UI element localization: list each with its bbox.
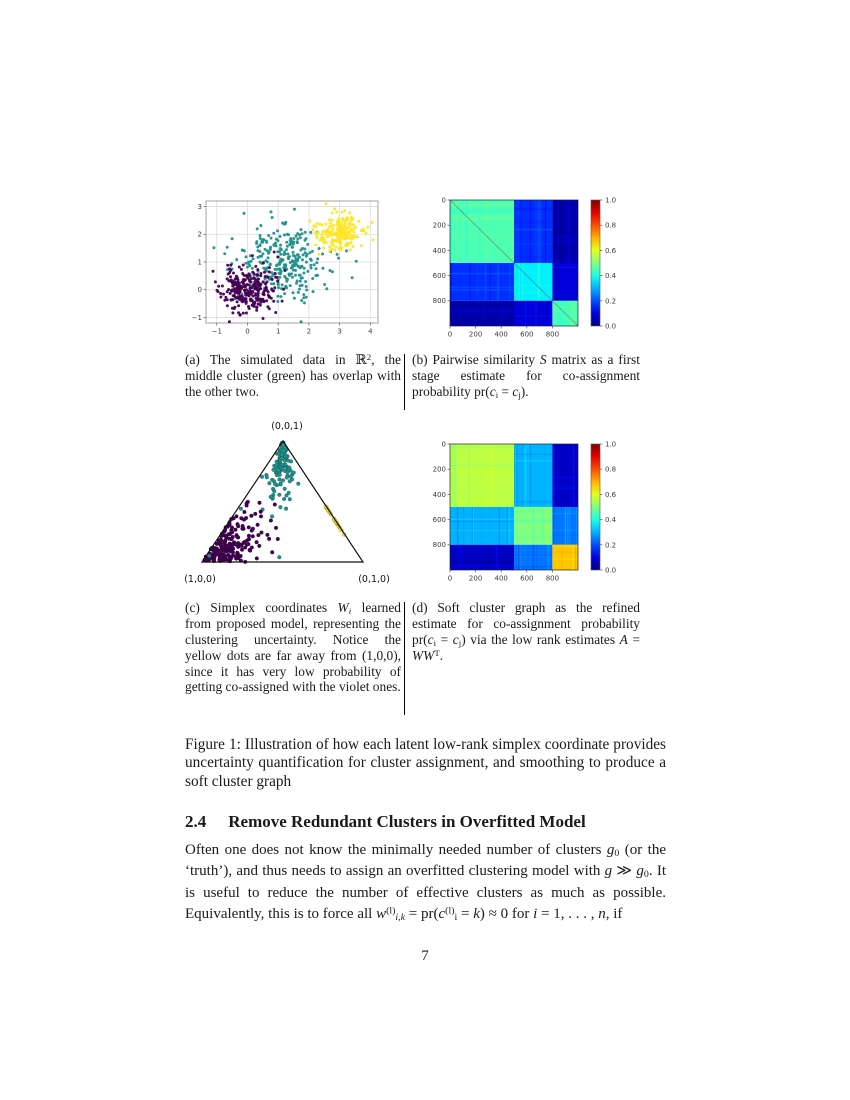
svg-text:200: 200 (433, 466, 446, 474)
svg-text:1: 1 (198, 258, 202, 266)
svg-text:2: 2 (198, 231, 202, 239)
svg-text:200: 200 (469, 575, 482, 583)
svg-text:800: 800 (546, 575, 559, 583)
svg-text:0: 0 (442, 440, 446, 448)
svg-text:0.6: 0.6 (605, 491, 617, 499)
section-heading: 2.4 Remove Redundant Clusters in Overfitt… (185, 812, 586, 832)
svg-text:400: 400 (495, 575, 508, 583)
svg-text:0.0: 0.0 (605, 567, 616, 575)
svg-text:0.0: 0.0 (605, 323, 616, 331)
svg-text:3: 3 (337, 328, 341, 336)
svg-text:1: 1 (276, 328, 280, 336)
caption-divider-bottom (404, 602, 405, 715)
subfigure-b-caption: (b) Pairwise similarity S matrix as a fi… (412, 352, 640, 400)
svg-text:0.4: 0.4 (605, 516, 617, 524)
subfigure-b-similarity-heatmap: 0 0 200 200 400 400 600 600 800 800 1.0 0.8 0.6 0.4 0.… (433, 196, 617, 339)
svg-text:400: 400 (433, 491, 446, 499)
svg-text:3: 3 (198, 203, 202, 211)
svg-text:(0,0,1): (0,0,1) (271, 421, 303, 432)
svg-text:−1: −1 (212, 328, 222, 336)
svg-text:800: 800 (546, 331, 559, 339)
caption-divider-top (404, 354, 405, 410)
svg-text:0.6: 0.6 (605, 247, 617, 255)
svg-text:600: 600 (520, 575, 533, 583)
svg-text:1.0: 1.0 (605, 197, 616, 205)
page-number: 7 (421, 948, 429, 964)
svg-text:0.2: 0.2 (605, 297, 616, 305)
svg-text:200: 200 (433, 222, 446, 230)
svg-text:0: 0 (448, 575, 452, 583)
svg-text:0.8: 0.8 (605, 466, 616, 474)
section-title: Remove Redundant Clusters in Overfitted … (228, 812, 586, 831)
svg-text:600: 600 (433, 516, 446, 524)
subfigure-c-caption: (c) Simplex coordinates Wi learned from … (185, 600, 401, 695)
svg-text:0: 0 (442, 196, 446, 204)
svg-text:(1,0,0): (1,0,0) (184, 574, 216, 585)
body-paragraph: Often one does not know the minimally ne… (185, 842, 666, 924)
svg-text:600: 600 (433, 272, 446, 280)
svg-text:0: 0 (198, 286, 202, 294)
svg-text:0: 0 (448, 331, 452, 339)
subfigure-d-caption: (d) Soft cluster graph as the refined es… (412, 600, 640, 663)
svg-text:0.2: 0.2 (605, 541, 616, 549)
svg-text:600: 600 (520, 331, 533, 339)
svg-text:800: 800 (433, 297, 446, 305)
svg-text:800: 800 (433, 541, 446, 549)
subfigure-c-simplex-plot: (0,0,1) (1,0,0) (0,1,0) (184, 421, 390, 585)
svg-text:(0,1,0): (0,1,0) (358, 574, 390, 585)
svg-text:0: 0 (245, 328, 249, 336)
svg-text:1.0: 1.0 (605, 441, 616, 449)
subfigure-a-caption: (a) The simulated data in ℝ2, the middle… (185, 352, 401, 399)
svg-text:−1: −1 (192, 314, 202, 322)
section-number: 2.4 (185, 812, 207, 831)
svg-text:0.4: 0.4 (605, 272, 617, 280)
svg-text:400: 400 (433, 247, 446, 255)
figure-caption: Figure 1: Illustration of how each laten… (185, 736, 666, 790)
subfigure-d-softcluster-heatmap: 0 0 200 200 400 400 600 600 800 800 1.0 0.8 0.6 0.4 0.… (433, 440, 617, 583)
svg-text:0.8: 0.8 (605, 222, 616, 230)
svg-text:4: 4 (368, 328, 373, 336)
subfigure-a-scatter-plot: −1 0 1 2 3 4 −1 0 1 2 3 (192, 200, 379, 336)
svg-text:400: 400 (495, 331, 508, 339)
svg-text:2: 2 (307, 328, 311, 336)
svg-text:200: 200 (469, 331, 482, 339)
